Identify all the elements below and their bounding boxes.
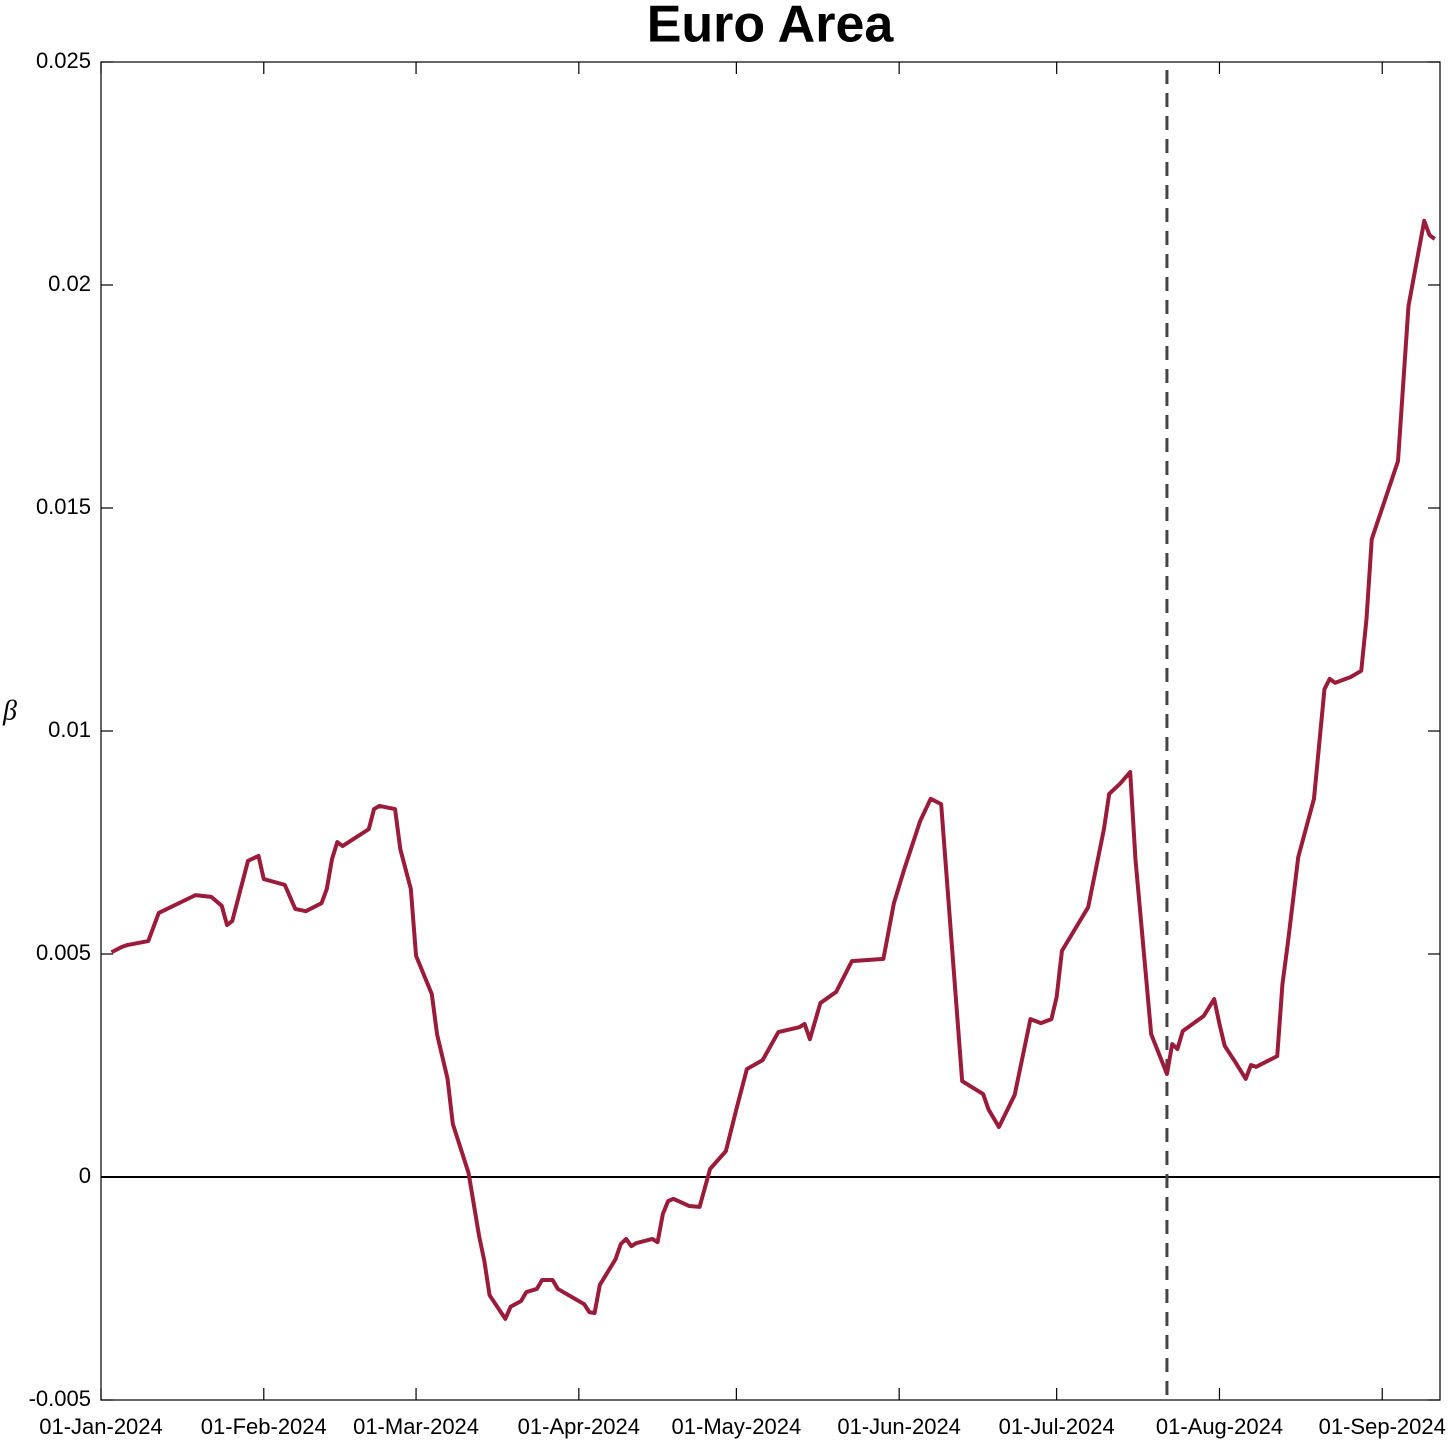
- x-tick-label: 01-Jul-2024: [999, 1414, 1115, 1439]
- chart-title: Euro Area: [647, 0, 895, 54]
- y-tick-label: -0.005: [29, 1386, 91, 1411]
- y-tick-label: 0.025: [36, 48, 91, 73]
- y-tick-label: 0.02: [48, 271, 91, 296]
- y-tick-label: 0.015: [36, 494, 91, 519]
- x-tick-label: 01-Jan-2024: [39, 1414, 163, 1439]
- y-tick-label: 0.005: [36, 940, 91, 965]
- x-tick-label: 01-Aug-2024: [1156, 1414, 1283, 1439]
- y-tick-label: 0: [79, 1163, 91, 1188]
- y-tick-label: 0.01: [48, 717, 91, 742]
- data-line: [110, 218, 1436, 1321]
- x-tick-label: 01-May-2024: [672, 1414, 802, 1439]
- y-axis-label: β: [2, 695, 17, 726]
- x-tick-label: 01-Jun-2024: [837, 1414, 961, 1439]
- x-tick-label: 01-Sep-2024: [1319, 1414, 1446, 1439]
- x-tick-label: 01-Feb-2024: [201, 1414, 327, 1439]
- plot-frame: [100, 61, 1441, 1401]
- x-tick-label: 01-Apr-2024: [518, 1414, 640, 1439]
- x-tick-label: 01-Mar-2024: [353, 1414, 479, 1439]
